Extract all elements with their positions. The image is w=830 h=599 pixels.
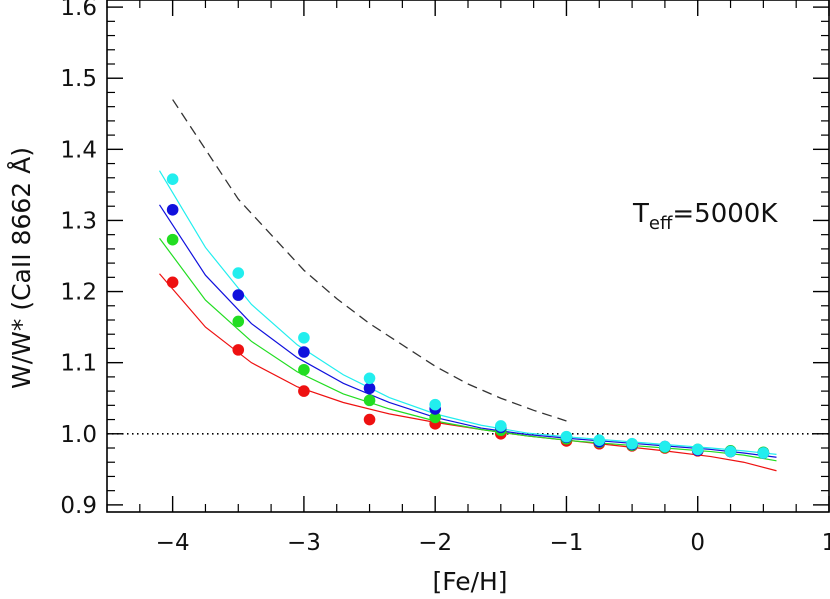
- data-point-series-3: [724, 445, 737, 458]
- data-point-series-2: [166, 203, 179, 216]
- y-tick-label: 1.0: [60, 422, 97, 448]
- data-point-series-3: [659, 440, 671, 453]
- y-tick-label: 1.6: [60, 0, 97, 21]
- x-tick-label: 1: [822, 530, 830, 556]
- data-point-series-3: [626, 437, 638, 450]
- x-tick-label: −4: [156, 530, 190, 556]
- data-point-series-2: [363, 382, 376, 395]
- data-point-series-3: [166, 173, 179, 185]
- y-tick-label: 0.9: [60, 493, 97, 519]
- data-point-series-1: [429, 411, 441, 424]
- y-axis-title: W/W* (CaII 8662 Å): [7, 147, 36, 389]
- teff-annotation-sub: eff: [649, 213, 673, 234]
- data-point-series-1: [298, 363, 310, 376]
- data-point-series-3: [232, 267, 245, 279]
- x-tick-label: −3: [287, 530, 321, 556]
- x-tick-label: −2: [418, 530, 452, 556]
- y-tick-label: 1.5: [60, 66, 97, 92]
- data-point-series-1: [166, 233, 179, 246]
- teff-annotation-rest: =5000K: [672, 199, 778, 229]
- data-point-series-2: [298, 346, 310, 358]
- data-point-series-3: [429, 398, 441, 411]
- data-point-series-2: [232, 289, 245, 301]
- x-tick-label: −1: [550, 530, 584, 556]
- y-tick-label: 1.3: [60, 208, 97, 234]
- x-axis-title: [Fe/H]: [432, 567, 507, 596]
- y-tick-label: 1.4: [60, 137, 97, 163]
- data-point-series-3: [691, 443, 704, 456]
- data-point-series-1: [232, 315, 245, 328]
- teff-annotation-base: T: [632, 199, 649, 229]
- data-point-series-3: [757, 447, 770, 459]
- data-point-series-3: [298, 331, 310, 344]
- plot-content: [107, 99, 829, 472]
- data-point-series-0: [363, 413, 376, 426]
- data-point-series-0: [298, 385, 310, 397]
- dashed-curve: [172, 99, 567, 422]
- data-point-series-0: [166, 276, 179, 289]
- x-tick-label: 0: [690, 530, 705, 556]
- data-point-series-3: [495, 420, 507, 432]
- data-point-series-0: [232, 344, 245, 356]
- teff-annotation: Teff=5000K: [632, 199, 778, 234]
- y-tick-label: 1.2: [60, 280, 97, 306]
- data-point-series-3: [560, 430, 573, 443]
- data-point-series-3: [363, 372, 376, 385]
- axes: −4 −3 −2 −1 0 1 0.9 1.0 1.1 1.2 1.3 1.4 1.5 1.6: [60, 0, 830, 556]
- data-point-series-3: [593, 434, 606, 446]
- y-tick-label: 1.1: [60, 351, 97, 377]
- data-point-series-1: [363, 394, 376, 407]
